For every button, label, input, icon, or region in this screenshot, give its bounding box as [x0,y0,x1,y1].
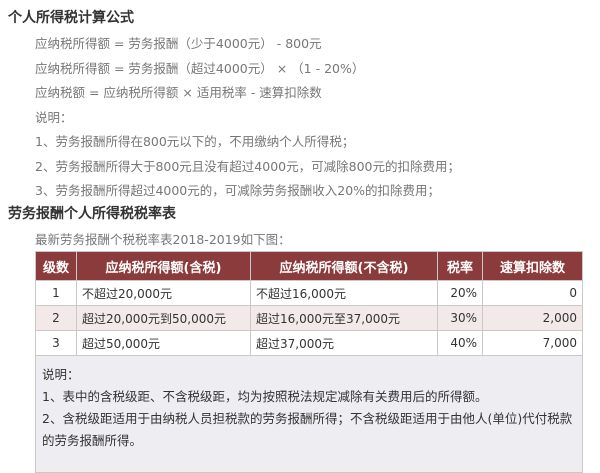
formula-line: 应纳税额 = 应纳税所得额 × 适用税率 - 速算扣除数 [35,85,322,100]
formula-line: 应纳税所得额 = 劳务报酬（超过4000元） × （1 - 20%） [35,61,365,76]
cell-rate: 20% [437,280,483,306]
header-taxable-excl: 应纳税所得额(不含税) [250,251,438,281]
header-rate: 税率 [437,251,483,281]
cell-incl: 超过50,000元 [76,330,251,356]
table-notes-row: 说明： 1、表中的含税级距、不含税级距，均为按照税法规定减除有关费用后的所得额。… [35,355,583,473]
header-taxable-incl: 应纳税所得额(含税) [76,251,251,281]
cell-deduction: 2,000 [482,305,583,331]
explain-label: 说明： [35,110,73,125]
formula-title: 个人所得税计算公式 [8,10,134,26]
cell-level: 1 [35,280,77,306]
explain-line: 1、劳务报酬所得在800元以下的，不用缴纳个人所得税； [35,134,355,149]
table-row: 2 超过20,000元到50,000元 超过16,000元至37,000元 30… [35,305,583,331]
cell-level: 2 [35,305,77,331]
cell-excl: 不超过16,000元 [250,280,438,306]
note-line: 2、含税级距适用于由纳税人员担税款的劳务报酬所得；不含税级距适用于由他人(单位)… [42,411,573,448]
explain-line: 3、劳务报酬所得超过4000元的，可减除劳务报酬收入20%的扣除费用； [35,183,441,198]
cell-deduction: 7,000 [482,330,583,356]
note-line: 1、表中的含税级距、不含税级距，均为按照税法规定减除有关费用后的所得额。 [42,389,488,404]
table-header-row: 级数 应纳税所得额(含税) 应纳税所得额(不含税) 税率 速算扣除数 [35,251,583,281]
cell-incl: 不超过20,000元 [76,280,251,306]
cell-rate: 30% [437,305,483,331]
table-title: 劳务报酬个人所得税税率表 [8,206,176,222]
header-deduction: 速算扣除数 [482,251,583,281]
tax-rate-table: 级数 应纳税所得额(含税) 应纳税所得额(不含税) 税率 速算扣除数 1 不超过… [35,251,583,473]
table-row: 1 不超过20,000元 不超过16,000元 20% 0 [35,280,583,306]
table-intro: 最新劳务报酬个税税率表2018-2019如下图： [35,232,291,247]
table-row: 3 超过50,000元 超过37,000元 40% 7,000 [35,330,583,356]
cell-rate: 40% [437,330,483,356]
cell-excl: 超过16,000元至37,000元 [250,305,438,331]
cell-level: 3 [35,330,77,356]
notes-label: 说明： [42,367,80,382]
cell-deduction: 0 [482,280,583,306]
header-level: 级数 [35,251,77,281]
formula-line: 应纳税所得额 = 劳务报酬（少于4000元） - 800元 [35,36,322,51]
table-notes: 说明： 1、表中的含税级距、不含税级距，均为按照税法规定减除有关费用后的所得额。… [35,355,583,473]
cell-incl: 超过20,000元到50,000元 [76,305,251,331]
explain-line: 2、劳务报酬所得大于800元且没有超过4000元，可减除800元的扣除费用； [35,159,460,174]
cell-excl: 超过37,000元 [250,330,438,356]
